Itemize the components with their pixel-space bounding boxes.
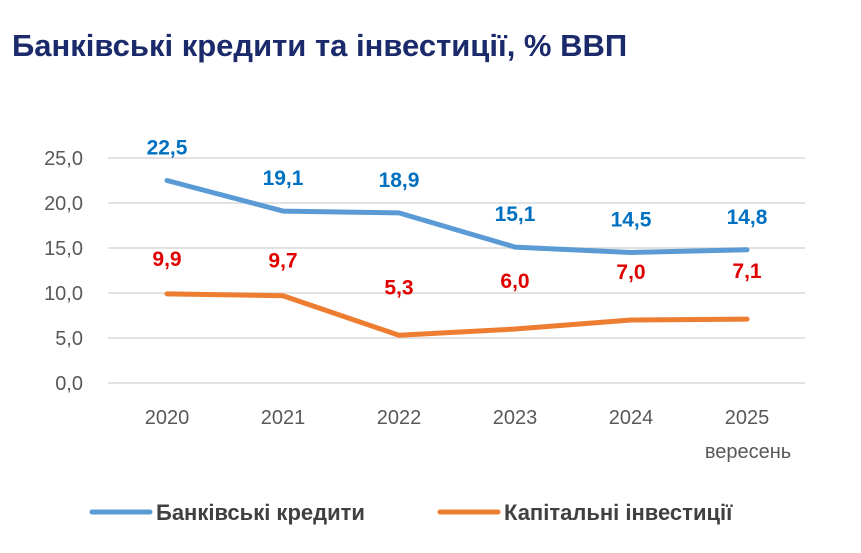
x-tick-label: 2022 <box>377 407 422 429</box>
data-label: 19,1 <box>263 167 304 190</box>
y-tick-label: 10,0 <box>44 283 83 305</box>
y-tick-label: 20,0 <box>44 193 83 215</box>
series-line-0 <box>164 178 750 255</box>
series-line-1 <box>164 291 750 338</box>
data-label: 7,0 <box>616 261 645 284</box>
data-label: 18,9 <box>379 169 420 192</box>
x-tick-label: 2024 <box>609 407 654 429</box>
x-tick-note: вересень <box>705 441 791 463</box>
x-tick-label: 2025 <box>725 407 770 429</box>
chart-title: Банківські кредити та інвестиції, % ВВП <box>12 28 628 63</box>
data-label: 7,1 <box>732 260 762 283</box>
data-label: 9,9 <box>152 248 181 271</box>
y-tick-label: 25,0 <box>44 148 83 170</box>
data-label: 14,5 <box>611 209 652 232</box>
legend-label: Капітальні інвестиції <box>504 500 733 525</box>
data-label: 22,5 <box>147 137 188 160</box>
y-tick-label: 15,0 <box>44 238 83 260</box>
x-tick-label: 2023 <box>493 407 538 429</box>
data-label: 6,0 <box>500 270 529 293</box>
x-tick-label: 2020 <box>145 407 190 429</box>
data-label: 15,1 <box>495 203 536 226</box>
y-tick-label: 0,0 <box>55 373 83 395</box>
data-label: 5,3 <box>384 276 413 299</box>
y-tick-label: 5,0 <box>55 328 83 350</box>
legend-label: Банківські кредити <box>156 500 365 525</box>
data-label: 14,8 <box>727 206 768 229</box>
data-label: 9,7 <box>268 250 297 273</box>
x-tick-label: 2021 <box>261 407 306 429</box>
